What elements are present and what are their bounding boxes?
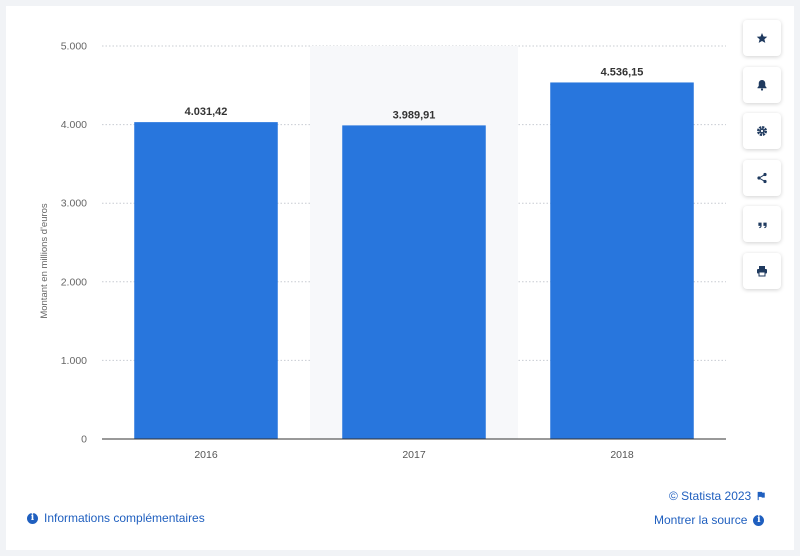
data-label: 4.536,15 (601, 66, 644, 78)
y-axis-label: Montant en millions d'euros (39, 203, 50, 319)
info-icon: i (753, 514, 765, 526)
show-source-label: Montrer la source (654, 513, 748, 527)
cite-button[interactable] (743, 206, 781, 242)
notification-button[interactable] (743, 66, 781, 103)
copyright-link[interactable]: © Statista 2023 (669, 489, 766, 503)
chart-toolbar (743, 20, 781, 299)
bell-icon (757, 79, 767, 91)
more-info-label: Informations complémentaires (44, 511, 205, 525)
settings-button[interactable] (743, 113, 781, 149)
print-icon (757, 265, 767, 276)
copyright-text: © Statista 2023 (669, 489, 752, 503)
y-tick-label: 5.000 (61, 41, 87, 53)
share-icon (757, 172, 767, 183)
flag-icon (757, 491, 765, 501)
data-label: 4.031,42 (185, 106, 228, 118)
y-tick-label: 0 (81, 434, 87, 446)
gear-icon (757, 126, 767, 136)
print-button[interactable] (743, 252, 781, 289)
x-tick-label: 2018 (610, 449, 634, 461)
bar-2016[interactable] (134, 122, 278, 440)
bar-chart: 4.031,42 3.989,91 4.536,15 0 1.000 2.000 3.00… (39, 41, 726, 461)
chart-card: 4.031,42 3.989,91 4.536,15 0 1.000 2.000 3.00… (6, 6, 794, 550)
x-tick-label: 2017 (402, 449, 426, 461)
x-tick-label: 2016 (194, 449, 218, 461)
favorite-button[interactable] (743, 20, 781, 56)
y-tick-label: 4.000 (61, 119, 87, 131)
data-label: 3.989,91 (393, 109, 436, 121)
y-tick-label: 2.000 (61, 276, 87, 288)
y-tick-label: 1.000 (61, 355, 87, 367)
bar-2018[interactable] (550, 82, 694, 439)
quote-icon (757, 222, 767, 228)
more-info-link[interactable]: i Informations complémentaires (27, 511, 205, 525)
star-icon (756, 33, 768, 43)
share-button[interactable] (743, 159, 781, 196)
y-tick-label: 3.000 (61, 198, 87, 210)
info-icon: i (27, 512, 38, 524)
bar-2017[interactable] (342, 125, 486, 440)
show-source-link[interactable]: Montrer la source i (654, 513, 765, 527)
